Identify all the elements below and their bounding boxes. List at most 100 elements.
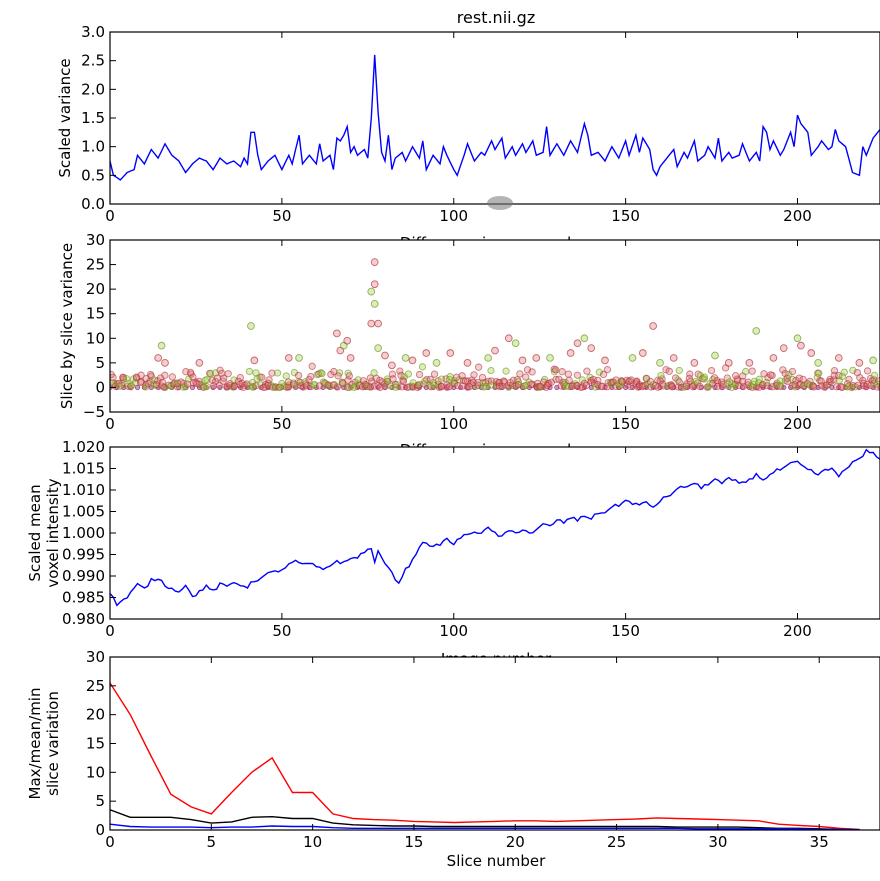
scatter-point bbox=[374, 344, 382, 352]
scatter-point bbox=[874, 383, 880, 391]
scatter-point bbox=[354, 376, 362, 384]
scatter-point bbox=[345, 372, 353, 380]
y-tick-label: 15 bbox=[86, 735, 105, 753]
scatter-point bbox=[587, 344, 596, 352]
y-axis-label: voxel intensity bbox=[44, 478, 62, 587]
scatter-point bbox=[573, 371, 582, 379]
scatter-point bbox=[452, 373, 461, 381]
scatter-point bbox=[282, 372, 290, 380]
x-tick-label: 0 bbox=[105, 622, 115, 640]
scatter-point bbox=[119, 373, 127, 382]
scatter-point bbox=[498, 382, 506, 391]
scatter-point bbox=[383, 375, 391, 383]
scatter-point bbox=[748, 367, 756, 375]
scatter-point bbox=[399, 377, 408, 386]
scatter-point bbox=[250, 356, 259, 365]
scatter-point bbox=[346, 354, 355, 362]
scatter-point bbox=[220, 374, 228, 382]
scatter-point bbox=[638, 349, 647, 357]
data-line bbox=[110, 54, 880, 181]
scatter-point bbox=[408, 356, 417, 365]
scatter-point bbox=[649, 322, 657, 330]
scatter-point bbox=[504, 334, 513, 343]
x-tick-label: 30 bbox=[708, 833, 727, 851]
scatter-point bbox=[723, 374, 731, 382]
scatter-point bbox=[528, 368, 536, 376]
scatter-point bbox=[810, 383, 818, 391]
axes-frame bbox=[109, 239, 880, 413]
series-line bbox=[110, 823, 860, 830]
x-tick-label: 200 bbox=[783, 207, 812, 225]
scatter-point bbox=[268, 369, 276, 377]
scatter-point bbox=[739, 377, 747, 386]
variance-panel: 0 50 100 150 200 0.0 0.5 1.0 1.5 2.0 2.5 3.0 Scaled … bbox=[56, 23, 880, 225]
scatter-point bbox=[318, 369, 326, 378]
y-tick-label: 1.010 bbox=[62, 481, 105, 499]
plot-area bbox=[110, 682, 860, 830]
y-tick-label: 0.0 bbox=[81, 195, 105, 213]
scatter-point bbox=[711, 351, 719, 360]
x-tick-label: 15 bbox=[404, 833, 423, 851]
panel-backdrop bbox=[60, 657, 880, 830]
scatter-point bbox=[110, 370, 115, 379]
y-tick-label: 0.5 bbox=[81, 166, 105, 184]
scatter-point bbox=[797, 341, 805, 350]
plot-area bbox=[110, 54, 880, 181]
scatter-point bbox=[807, 349, 816, 357]
scatter-point bbox=[755, 379, 763, 387]
scatter-point bbox=[333, 383, 341, 391]
scatter-point bbox=[295, 354, 303, 362]
scatter-point bbox=[795, 374, 803, 382]
scatter-point bbox=[329, 381, 338, 389]
scatter-point bbox=[668, 383, 676, 391]
scatter-point bbox=[838, 372, 846, 381]
y-tick-label: 2.0 bbox=[81, 80, 105, 98]
scatter-point bbox=[516, 370, 524, 378]
x-tick-label: 0 bbox=[105, 833, 115, 851]
y-tick-label: 10 bbox=[86, 763, 105, 781]
scatter-point bbox=[573, 339, 582, 348]
scatter-point bbox=[594, 380, 602, 389]
scatter-point bbox=[370, 258, 379, 266]
scatter-point bbox=[144, 379, 152, 388]
x-tick-label: 10 bbox=[303, 833, 322, 851]
x-axis-label: Slice number bbox=[447, 852, 546, 870]
x-tick-label: 50 bbox=[272, 622, 291, 640]
scatter-point bbox=[564, 370, 573, 378]
scatter-point bbox=[203, 375, 211, 384]
scatter-point bbox=[566, 349, 575, 357]
x-tick-label: 50 bbox=[272, 415, 291, 433]
y-tick-label: 1.5 bbox=[81, 109, 105, 127]
scatter-point bbox=[474, 378, 482, 387]
scatter-point bbox=[210, 382, 218, 390]
y-tick-label: 1.005 bbox=[62, 503, 105, 521]
scatter-point bbox=[741, 367, 750, 376]
scatter-point bbox=[157, 341, 166, 350]
scatter-point bbox=[793, 334, 802, 343]
axes-frame bbox=[109, 31, 880, 205]
mean-intensity-panel: 0 50 100 150 200 0.980 0.985 0.990 0.995 1.000 1.0… bbox=[26, 438, 880, 640]
scatter-point bbox=[116, 382, 124, 390]
y-tick-label: 0.990 bbox=[62, 567, 105, 585]
y-tick-label: 5 bbox=[95, 792, 105, 810]
y-tick-label: 0.985 bbox=[62, 589, 105, 607]
scatter-point bbox=[366, 374, 374, 382]
scatter-point bbox=[603, 365, 612, 374]
scatter-point bbox=[766, 371, 775, 379]
scatter-point bbox=[869, 356, 877, 365]
scatter-point bbox=[258, 373, 266, 381]
x-tick-label: 150 bbox=[611, 207, 640, 225]
scatter-point bbox=[487, 366, 495, 375]
scatter-point bbox=[532, 354, 541, 362]
scatter-point bbox=[707, 366, 716, 375]
scatter-point bbox=[333, 329, 341, 338]
scatter-point bbox=[552, 366, 560, 374]
scatter-point bbox=[230, 383, 238, 391]
scatter-point bbox=[689, 383, 697, 391]
scatter-point bbox=[775, 382, 784, 390]
y-tick-label: 30 bbox=[86, 648, 105, 666]
scatter-point bbox=[565, 376, 573, 384]
y-tick-label: 0.980 bbox=[62, 610, 105, 628]
scatter-point bbox=[651, 381, 660, 390]
